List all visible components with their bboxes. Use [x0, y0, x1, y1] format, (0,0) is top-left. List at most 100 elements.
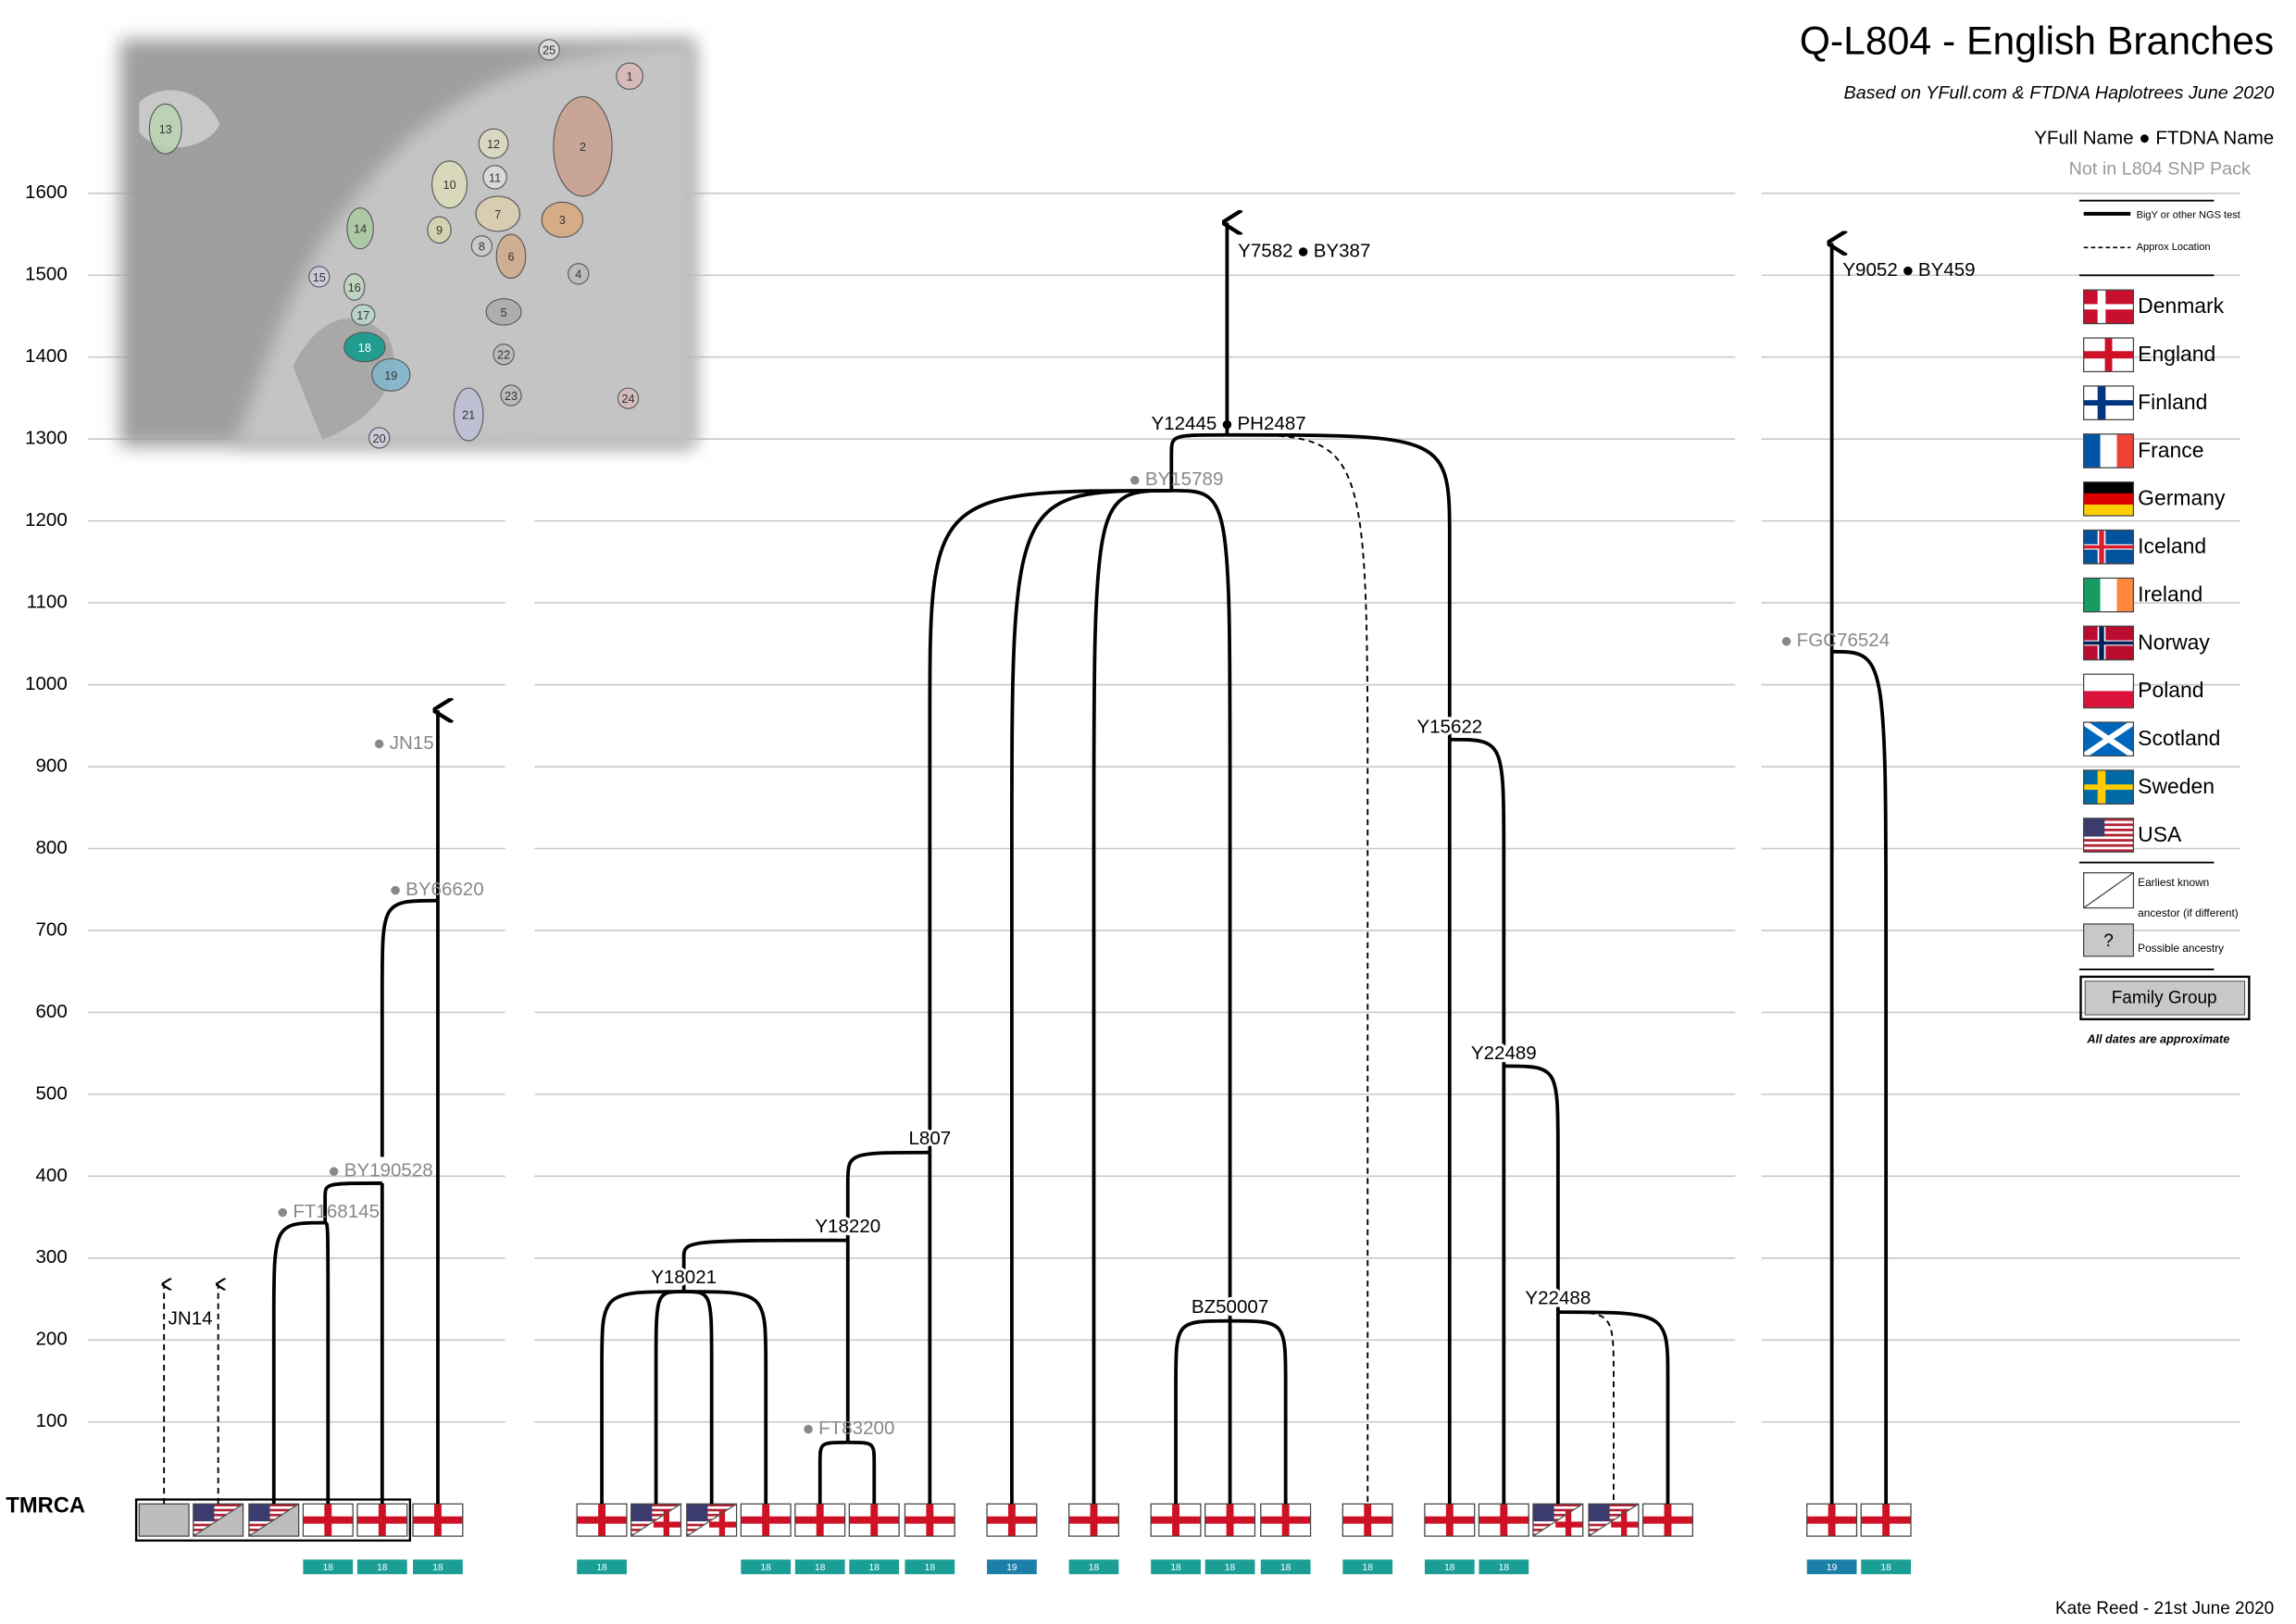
- flag: [356, 1504, 407, 1537]
- flag-part: [1589, 1504, 1610, 1522]
- legend-country: Germany: [2138, 486, 2226, 510]
- flag-part: [248, 1504, 270, 1522]
- flag: [2083, 530, 2134, 564]
- map-region: [427, 216, 452, 244]
- flag: [2083, 769, 2134, 805]
- flag-part: [630, 1504, 653, 1522]
- legend-family-outer: [2079, 975, 2251, 1020]
- flag-part: [686, 1516, 737, 1519]
- flag-part: [413, 1516, 463, 1524]
- flag: [1424, 1504, 1475, 1537]
- region-tag: [356, 1559, 407, 1575]
- node-label: Y15622: [1416, 716, 1482, 737]
- flag: [2083, 818, 2134, 853]
- region-tag: [1861, 1559, 1912, 1575]
- flag-part: [193, 1514, 243, 1518]
- region-tag-label: 18: [1089, 1563, 1100, 1573]
- region-tag: [413, 1559, 463, 1575]
- flag-part: [303, 1516, 354, 1524]
- node-label: Y7582: [1238, 240, 1292, 261]
- flag-part: [794, 1516, 845, 1524]
- flag-part: [2083, 831, 2134, 834]
- flag-border: [2083, 385, 2135, 420]
- flag-part: [2083, 818, 2105, 837]
- node-label: BZ50007: [1192, 1296, 1268, 1318]
- node-label: JN14: [168, 1307, 213, 1329]
- legend-names: YFull Name ● FTDNA Name: [2034, 128, 2274, 149]
- flag-part: [248, 1504, 299, 1507]
- node-label: L807: [908, 1128, 951, 1149]
- map-region: [478, 128, 509, 159]
- flag-part: [1532, 1508, 1583, 1512]
- node-label: BY66620: [406, 879, 484, 900]
- legend-yfull: YFull Name: [2034, 128, 2133, 149]
- flag-border: [2083, 721, 2135, 757]
- y-tick-label: 200: [35, 1329, 67, 1350]
- flag-part: [1806, 1516, 1857, 1524]
- map-region: [343, 273, 366, 301]
- flag-part: [1532, 1504, 1583, 1507]
- flag-part: [686, 1504, 708, 1522]
- flag-border: [2083, 769, 2135, 805]
- flag-border: [2083, 337, 2135, 373]
- node-dot: [391, 885, 400, 895]
- node-dot: [1781, 636, 1791, 646]
- legend-country: USA: [2138, 822, 2182, 846]
- flag: [905, 1504, 955, 1537]
- region-tag-label: 18: [1880, 1563, 1891, 1573]
- flag-part: [2083, 504, 2134, 517]
- map-region: [617, 387, 640, 409]
- branch: [845, 1150, 930, 1241]
- flag: [1861, 1504, 1912, 1537]
- region-tag-label: 18: [869, 1563, 880, 1573]
- branch: [683, 1290, 714, 1505]
- branch: [681, 1238, 848, 1292]
- node-label: Y22489: [1471, 1043, 1537, 1064]
- flag-part: [708, 1521, 737, 1528]
- flag-part: [2083, 784, 2134, 791]
- flag: [2083, 722, 2134, 756]
- map-region: [470, 235, 493, 257]
- branch: [683, 1290, 768, 1505]
- map-region: [308, 266, 331, 288]
- branch: [1169, 432, 1228, 491]
- flag: [2083, 674, 2134, 708]
- region-tag-label: 18: [760, 1563, 771, 1573]
- flag-border: [2083, 577, 2135, 613]
- node-label-ftdna: PH2487: [1237, 413, 1305, 434]
- node-dot: [804, 1424, 813, 1434]
- region-tag: [987, 1559, 1037, 1575]
- node-label: Y22488: [1525, 1287, 1591, 1308]
- flag-part: [1589, 1514, 1639, 1518]
- map-region-label: 1: [627, 70, 633, 83]
- region-tag: [1342, 1559, 1393, 1575]
- flag-part: [2083, 691, 2134, 708]
- map-region-label: 15: [313, 271, 326, 284]
- region-tag-label: 18: [323, 1563, 334, 1573]
- region-tag-label: 18: [1499, 1563, 1510, 1573]
- flag-part: [1424, 1516, 1475, 1524]
- legend-country: Poland: [2138, 678, 2203, 702]
- y-tick-label: 700: [35, 918, 67, 940]
- flag-split: [686, 1504, 737, 1537]
- flag: [794, 1504, 845, 1537]
- branch: [380, 898, 438, 1157]
- footer: Kate Reed - 21st June 2020: [2055, 1599, 2274, 1618]
- region-tag: [1424, 1559, 1475, 1575]
- branch: [1092, 488, 1172, 1505]
- legend-dot: ●: [2134, 128, 2156, 149]
- node-label: Y18021: [651, 1267, 717, 1288]
- map-region: [475, 195, 521, 232]
- region-tag: [1260, 1559, 1311, 1575]
- flag: [303, 1504, 354, 1537]
- y-tick-label: 300: [35, 1246, 67, 1268]
- node-label: Y12445: [1151, 413, 1217, 434]
- flag-part: [1479, 1516, 1529, 1524]
- flag-part: [2083, 493, 2134, 506]
- y-tick-label: 900: [35, 755, 67, 776]
- flag-part: [987, 1516, 1037, 1524]
- map-region-label: 3: [559, 214, 566, 227]
- map-region: [343, 331, 386, 363]
- flag-part: [653, 1521, 681, 1528]
- flag-part: [2083, 641, 2134, 645]
